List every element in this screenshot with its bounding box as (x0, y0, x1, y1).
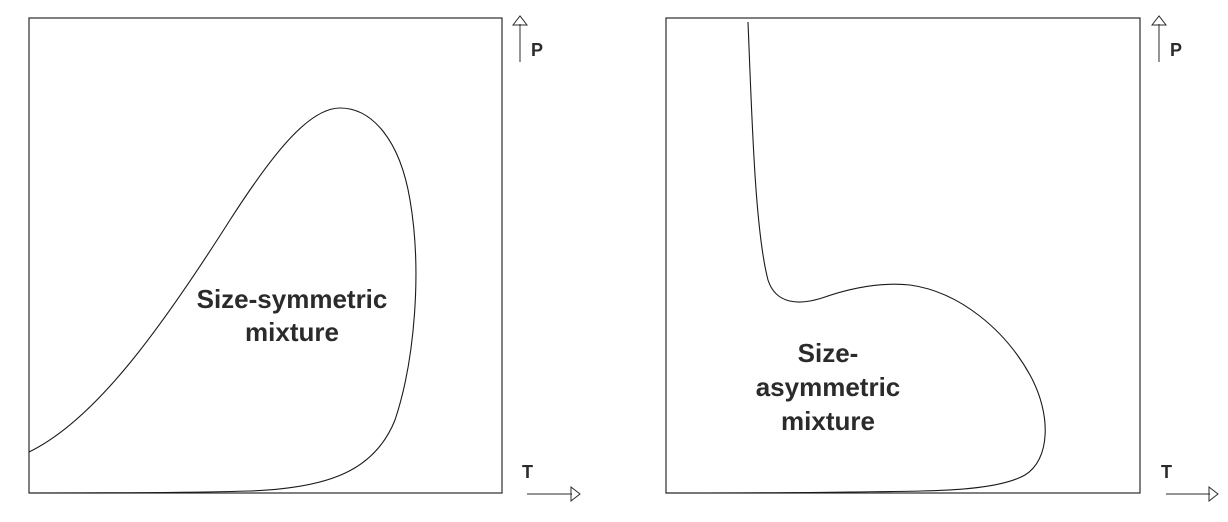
t-axis-arrow-icon (1166, 485, 1219, 503)
curve-label-line-1: Size- (798, 338, 859, 368)
plot-frame (665, 17, 1141, 494)
x-axis-label: T (1161, 462, 1172, 482)
y-axis-label: P (1170, 40, 1182, 60)
x-axis-label: T (522, 462, 533, 482)
curve-label-line-2: mixture (245, 317, 339, 347)
p-axis-arrow-icon (1150, 15, 1168, 62)
y-axis-label: P (531, 40, 543, 60)
curve-label-line-2: asymmetric (756, 372, 901, 402)
curve-label-line-3: mixture (781, 406, 875, 436)
plot-frame (28, 17, 503, 494)
curve-label-line-1: Size-symmetric (197, 284, 388, 314)
phase-envelope-curve (28, 107, 417, 494)
phase-envelope-curve (665, 21, 1046, 494)
t-axis-arrow-icon (527, 485, 581, 503)
p-axis-arrow-icon (511, 15, 529, 62)
panel-size-symmetric: Size-symmetric mixture P T (28, 15, 581, 503)
panel-size-asymmetric: Size- asymmetric mixture P T (665, 15, 1219, 503)
